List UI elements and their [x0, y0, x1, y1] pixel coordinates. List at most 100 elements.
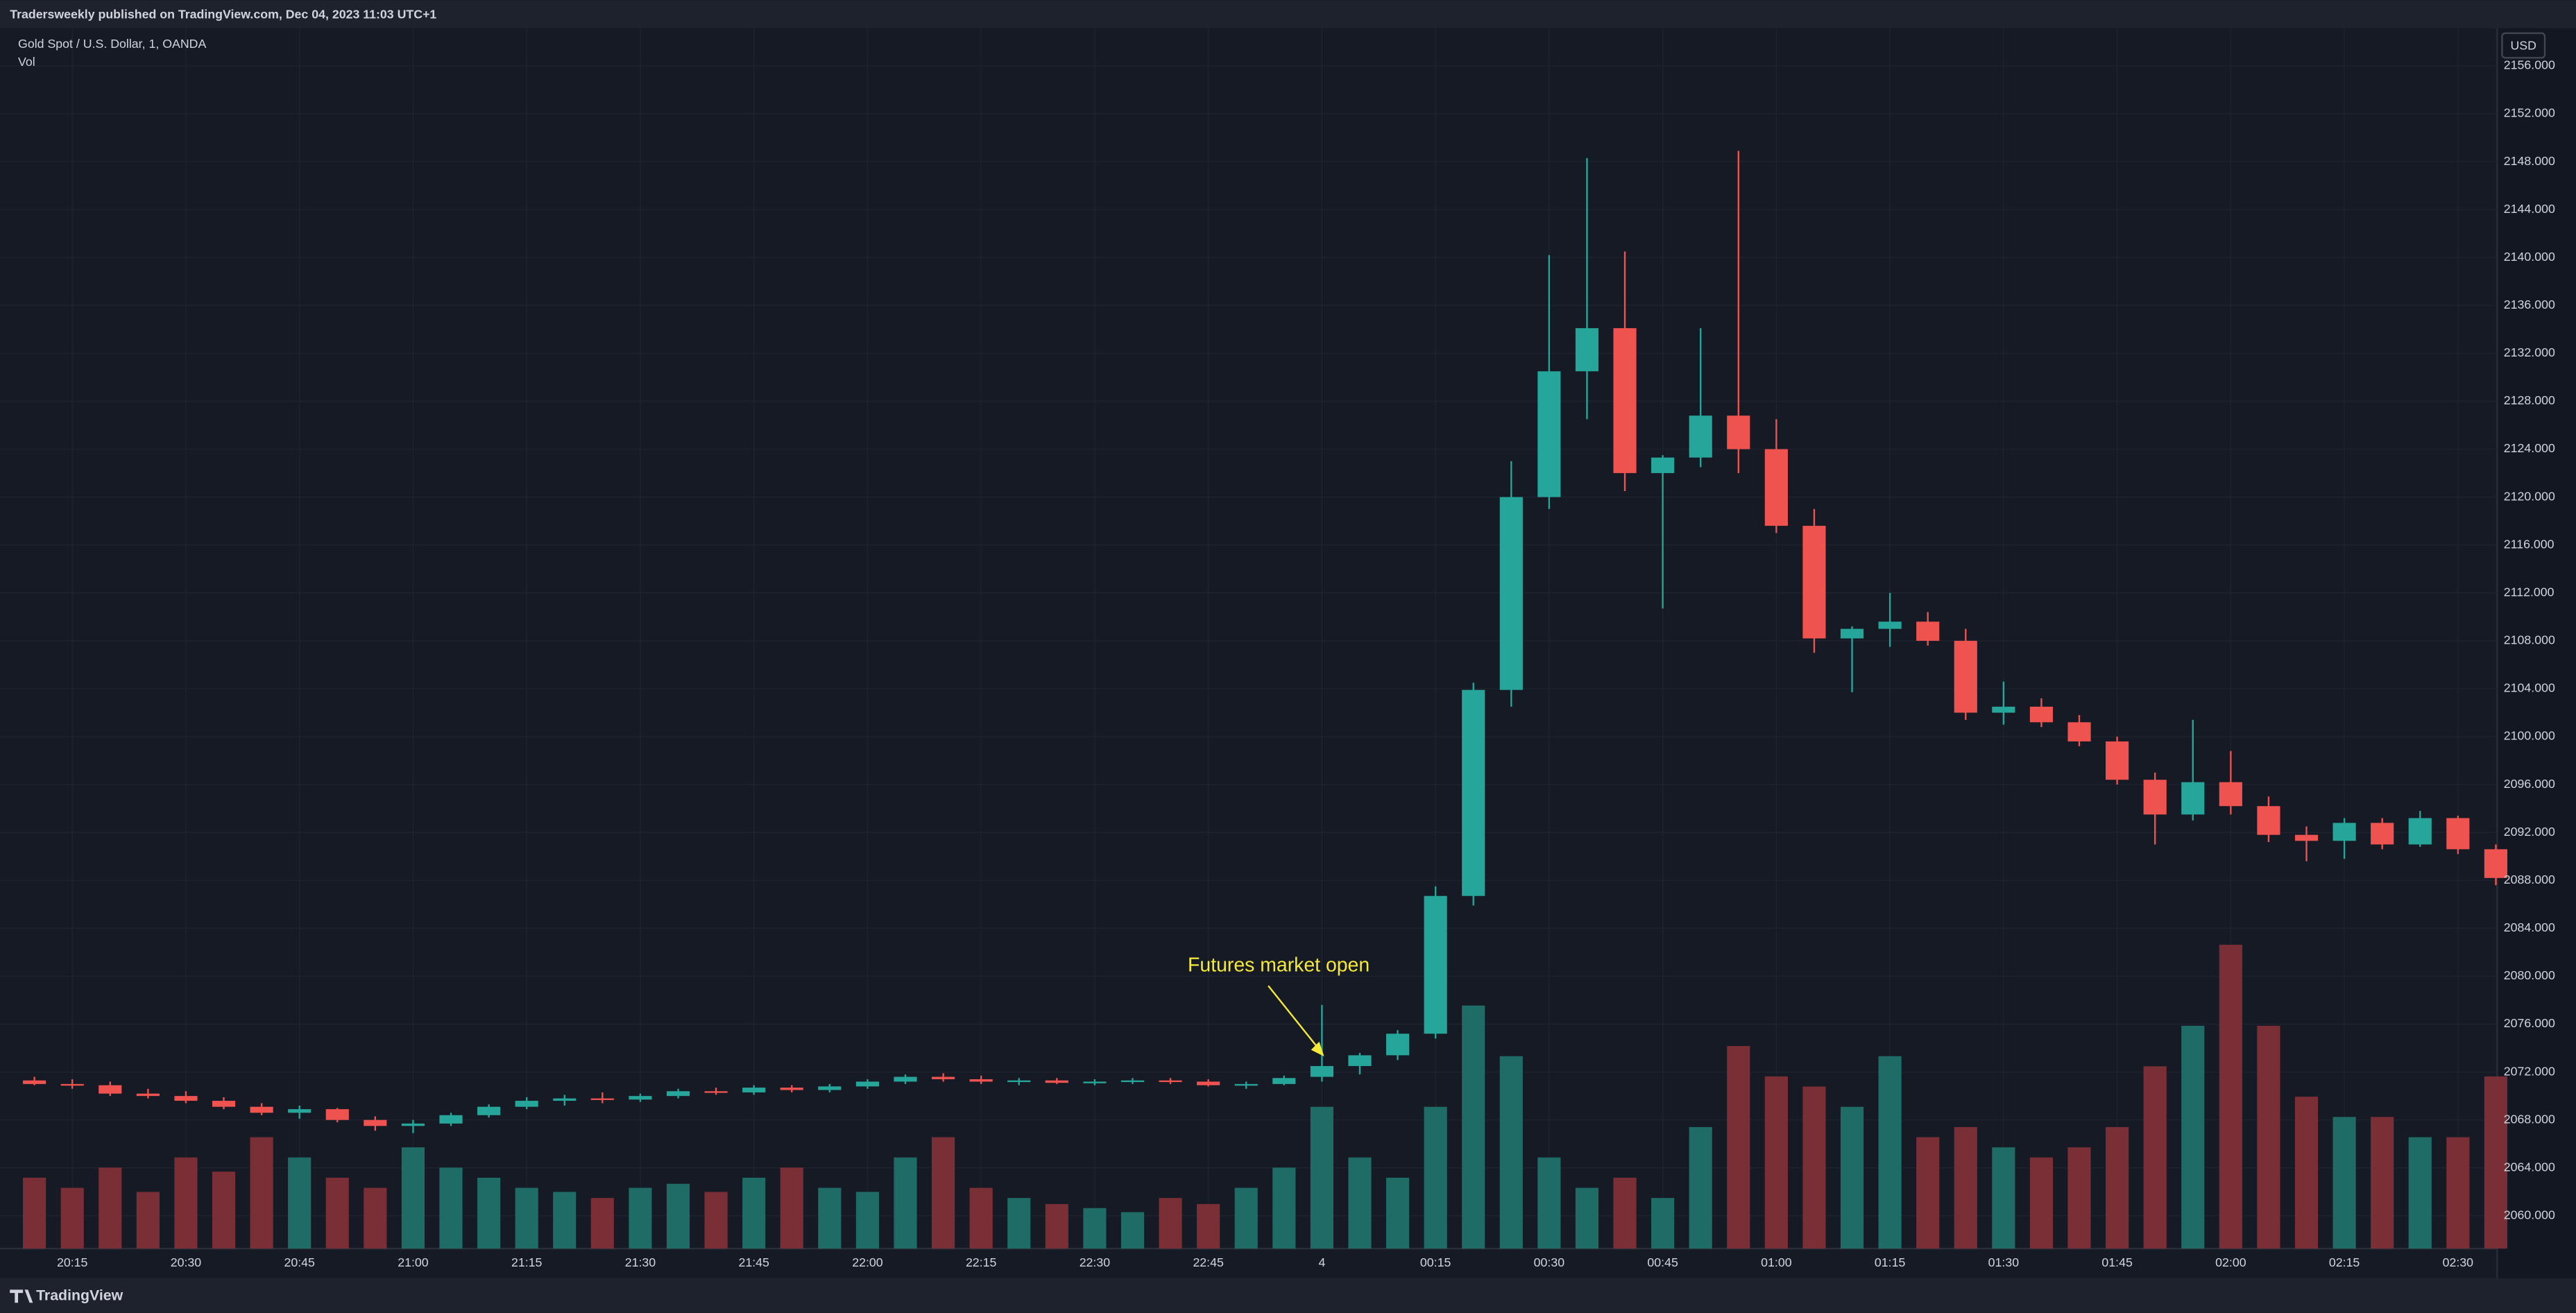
candle-body [136, 1093, 160, 1097]
x-tick-label: 22:00 [852, 1255, 883, 1269]
candle-body [1120, 1080, 1145, 1083]
y-tick-label: 2140.000 [2504, 250, 2555, 264]
volume-bar [742, 1177, 766, 1249]
volume-bar [1234, 1187, 1258, 1249]
candle-body [1083, 1081, 1107, 1083]
volume-bar [212, 1172, 236, 1249]
candle-body [1992, 706, 2015, 713]
candle-body [1954, 640, 1977, 713]
x-tick-label: 20:45 [284, 1255, 315, 1269]
candle-body [1385, 1033, 1410, 1056]
candle-body [894, 1076, 917, 1082]
volume-bar [629, 1187, 652, 1249]
volume-bar [1537, 1157, 1561, 1249]
candle-body [2484, 849, 2508, 878]
y-tick-label: 2116.000 [2504, 537, 2554, 551]
volume-bar [1159, 1198, 1182, 1249]
candle-body [553, 1098, 577, 1101]
volume-bar [2446, 1137, 2470, 1249]
brand-logo [10, 1289, 33, 1303]
published-note: Tradersweekly published on TradingView.c… [10, 7, 436, 21]
price-axis [2497, 28, 2576, 1278]
candle-body [2332, 823, 2356, 841]
volume-bar [553, 1192, 577, 1249]
x-tick-label: 4 [1318, 1255, 1325, 1269]
x-tick-label: 01:45 [2101, 1255, 2133, 1269]
candle-body [1007, 1080, 1031, 1083]
candle-body [2181, 782, 2205, 815]
volume-bar [288, 1157, 312, 1249]
candle-body [1764, 449, 1788, 526]
volume-bar [2143, 1066, 2167, 1249]
arrow-head [1311, 1041, 1324, 1057]
volume-bar [2408, 1137, 2432, 1249]
volume-bar [1802, 1086, 1826, 1249]
candles [23, 151, 2508, 1133]
candle-body [780, 1088, 803, 1090]
volume-bar [2294, 1097, 2319, 1249]
x-tick-label: 22:30 [1080, 1255, 1111, 1269]
y-tick-label: 2068.000 [2504, 1112, 2555, 1126]
candle-body [1727, 415, 1750, 449]
x-tick-label: 20:15 [57, 1255, 88, 1269]
x-tick-label: 02:00 [2215, 1255, 2246, 1269]
volume-bar [780, 1167, 803, 1249]
volume-bar [477, 1177, 501, 1249]
currency-label[interactable]: USD [2510, 38, 2536, 52]
candle-body [212, 1101, 236, 1107]
candle-body [2446, 818, 2470, 850]
volume-bar [1385, 1177, 1410, 1249]
candle-body [1840, 628, 1864, 639]
volume-bar [666, 1183, 690, 1249]
volume-bar [439, 1167, 463, 1249]
volume-bar [1840, 1106, 1864, 1249]
y-tick-label: 2136.000 [2504, 298, 2555, 311]
volume-bar [23, 1177, 46, 1249]
brand: TradingView [36, 1287, 123, 1303]
volume-bar [1045, 1203, 1068, 1249]
y-tick-label: 2100.000 [2504, 729, 2555, 743]
axes: 2060.000 2064.000 2068.000 2072.000 2076.000… [57, 58, 2555, 1270]
volume-bar [99, 1167, 122, 1249]
candle-body [666, 1091, 690, 1097]
y-tick-label: 2060.000 [2504, 1208, 2555, 1222]
y-tick-label: 2132.000 [2504, 345, 2555, 359]
candle-body [1613, 328, 1637, 474]
volume-bar [2257, 1025, 2280, 1249]
candle-body [23, 1080, 46, 1084]
volume-bar [855, 1192, 879, 1249]
candle-body [364, 1119, 387, 1126]
candle-body [1575, 328, 1599, 372]
x-tick-label: 22:45 [1193, 1255, 1224, 1269]
candle-body [1348, 1055, 1372, 1066]
y-tick-label: 2124.000 [2504, 441, 2555, 455]
volume-bar [1613, 1177, 1637, 1249]
volume-bar [1575, 1187, 1599, 1249]
volume-bar [1007, 1198, 1031, 1249]
volume-bar [515, 1187, 538, 1249]
candle-body [1916, 621, 1940, 641]
x-tick-label: 02:30 [2443, 1255, 2474, 1269]
candle-body [2067, 722, 2091, 741]
currency-box[interactable] [2501, 32, 2546, 59]
volume-bar [1727, 1046, 1750, 1249]
volume-bar [2484, 1076, 2508, 1249]
annotation: Futures market open [1188, 954, 1370, 976]
volume-bar [2181, 1025, 2205, 1249]
y-tick-label: 2084.000 [2504, 920, 2555, 934]
volume-bar [2332, 1117, 2356, 1249]
volume-bar [1764, 1076, 1788, 1249]
volume-bar [969, 1187, 993, 1249]
volume-bar [364, 1187, 387, 1249]
candle-body [250, 1106, 273, 1113]
volume-bar [1462, 1005, 1485, 1249]
candle-body [1689, 415, 1712, 458]
candle-body [99, 1085, 122, 1094]
candle-body [1651, 457, 1675, 474]
footer-bar [0, 1278, 2576, 1313]
volume-bar [2219, 945, 2242, 1249]
arrow-line [1268, 985, 1322, 1052]
y-tick-label: 2072.000 [2504, 1064, 2555, 1078]
volume-bar [1878, 1056, 1902, 1249]
